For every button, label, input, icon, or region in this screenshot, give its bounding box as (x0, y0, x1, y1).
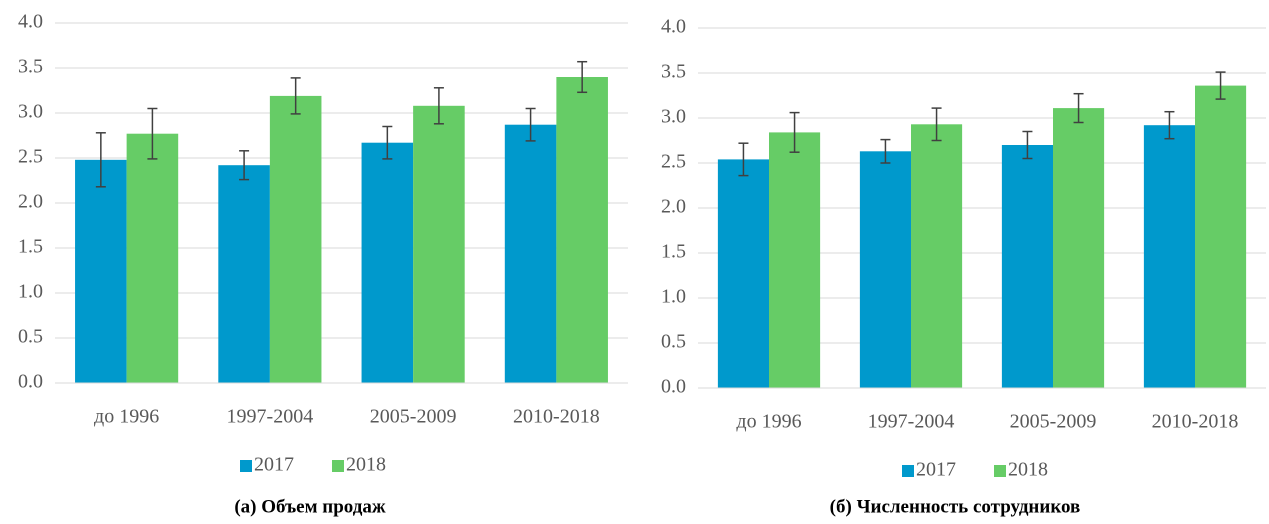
y-tick-label: 3.5 (18, 56, 43, 78)
legend-label: 2017 (254, 454, 294, 476)
y-tick-label: 0.5 (661, 331, 686, 353)
bar (75, 159, 127, 383)
bar (717, 159, 769, 388)
legend-swatch (240, 460, 252, 472)
x-tick-label: 2005-2009 (370, 406, 457, 428)
y-tick-label: 2.0 (661, 196, 686, 218)
chart-title: (б) Численность сотрудников (830, 496, 1081, 517)
bar (218, 165, 270, 383)
y-tick-label: 0.5 (18, 326, 43, 348)
y-tick-label: 2.5 (661, 151, 686, 173)
bar (1143, 125, 1195, 388)
legend-swatch (994, 465, 1006, 477)
chart-title: (а) Объем продаж (234, 496, 385, 517)
legend-label: 2018 (346, 454, 386, 476)
legend-label: 2017 (916, 459, 956, 481)
y-tick-label: 1.5 (18, 236, 43, 258)
y-tick-label: 2.0 (18, 191, 43, 213)
y-tick-label: 0.0 (18, 371, 43, 393)
y-tick-label: 0.0 (661, 376, 686, 398)
bar (504, 124, 557, 383)
y-tick-label: 1.5 (661, 241, 686, 263)
bar (126, 133, 179, 383)
bar (269, 95, 322, 384)
x-tick-label: 1997-2004 (227, 406, 314, 428)
legend-swatch (902, 465, 914, 477)
y-tick-label: 3.5 (661, 61, 686, 83)
bar (859, 151, 911, 388)
y-tick-label: 4.0 (18, 11, 43, 33)
x-tick-label: 2005-2009 (1010, 411, 1097, 433)
y-tick-label: 4.0 (661, 16, 686, 38)
x-tick-label: до 1996 (94, 406, 159, 428)
y-tick-label: 1.0 (661, 286, 686, 308)
bar (556, 77, 608, 383)
bar (1195, 85, 1247, 388)
y-tick-label: 1.0 (18, 281, 43, 303)
legend-swatch (332, 460, 344, 472)
bar (911, 124, 963, 389)
x-tick-label: 1997-2004 (868, 411, 955, 433)
y-tick-label: 3.0 (18, 101, 43, 123)
legend-label: 2018 (1008, 459, 1048, 481)
bar (1001, 145, 1053, 388)
x-tick-label: 2010-2018 (1152, 411, 1239, 433)
x-tick-label: 2010-2018 (513, 406, 600, 428)
bar (361, 142, 414, 383)
x-tick-label: до 1996 (736, 411, 801, 433)
bar (769, 132, 821, 388)
y-tick-label: 2.5 (18, 146, 43, 168)
bar (1053, 108, 1105, 388)
bar (413, 105, 465, 384)
y-tick-label: 3.0 (661, 106, 686, 128)
